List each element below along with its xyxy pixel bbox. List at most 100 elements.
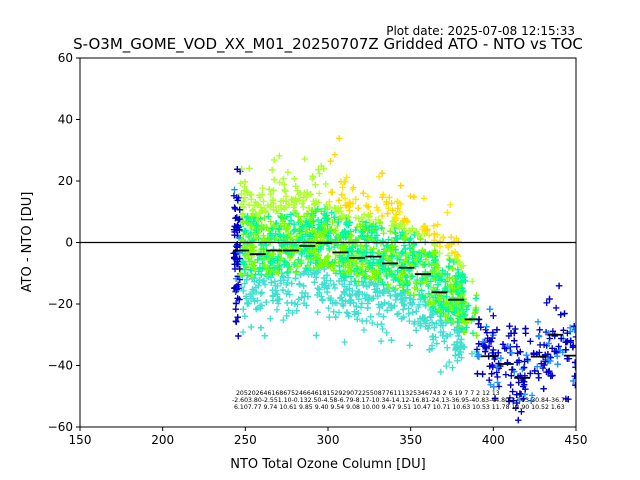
scatter-point	[458, 325, 466, 333]
scatter-point	[375, 310, 383, 318]
scatter-point	[267, 201, 275, 209]
scatter-point	[239, 259, 247, 266]
scatter-point	[491, 395, 499, 402]
scatter-point	[269, 195, 277, 203]
scatter-point	[287, 235, 294, 242]
scatter-point	[520, 364, 528, 371]
scatter-point	[385, 236, 392, 243]
scatter-point	[313, 233, 320, 240]
scatter-point	[409, 252, 416, 259]
scatter-point	[408, 301, 416, 308]
scatter-point	[387, 304, 395, 312]
scatter-point	[345, 313, 352, 320]
scatter-point	[380, 251, 387, 259]
y-tick-label: 0	[65, 236, 73, 250]
scatter-point	[408, 273, 416, 280]
scatter-point	[431, 269, 439, 277]
x-tick-label: 250	[234, 433, 257, 447]
scatter-point	[564, 329, 571, 337]
scatter-point	[238, 284, 245, 291]
scatter-point	[513, 343, 521, 350]
scatter-point	[365, 296, 372, 304]
y-tick-label: −40	[48, 359, 73, 373]
scatter-point	[240, 198, 247, 205]
scatter-point	[293, 198, 300, 205]
scatter-point	[510, 330, 518, 337]
scatter-point	[346, 199, 353, 206]
scatter-point	[300, 213, 308, 220]
scatter-point	[560, 327, 567, 334]
scatter-point	[528, 397, 535, 404]
scatter-point	[510, 397, 517, 404]
scatter-point	[459, 277, 466, 285]
scatter-point	[302, 226, 309, 233]
scatter-point	[306, 223, 313, 230]
scatter-point	[315, 166, 322, 173]
scatter-point	[389, 207, 396, 214]
scatter-point	[442, 333, 450, 340]
scatter-point	[449, 364, 456, 371]
scatter-point	[327, 296, 334, 304]
scatter-point	[282, 187, 289, 195]
scatter-point	[311, 200, 318, 207]
scatter-point	[426, 296, 434, 304]
scatter-point	[276, 179, 283, 186]
scatter-point	[338, 280, 346, 288]
scatter-point	[291, 207, 299, 214]
scatter-point	[363, 291, 371, 299]
scatter-point	[539, 364, 547, 372]
scatter-point	[331, 299, 339, 306]
scatter-point	[291, 175, 298, 183]
scatter-point	[450, 318, 457, 325]
scatter-point	[304, 293, 312, 300]
scatter-point	[245, 201, 253, 209]
scatter-point	[384, 210, 391, 217]
scatter-point	[402, 230, 410, 238]
scatter-point	[331, 213, 338, 221]
scatter-point	[391, 286, 399, 294]
scatter-point	[471, 309, 478, 317]
scatter-point	[232, 300, 240, 307]
scatter-point	[299, 223, 306, 230]
scatter-point	[446, 256, 454, 264]
scatter-point	[359, 232, 366, 239]
scatter-point	[361, 295, 369, 302]
scatter-point	[415, 232, 423, 239]
scatter-point	[436, 243, 444, 250]
scatter-point	[269, 287, 276, 294]
scatter-point	[268, 259, 276, 266]
scatter-point	[437, 328, 444, 336]
scatter-point	[278, 214, 285, 221]
scatter-point	[285, 307, 292, 314]
scatter-point	[311, 279, 318, 286]
scatter-point	[461, 329, 468, 336]
scatter-point	[358, 214, 366, 222]
scatter-point	[561, 310, 568, 317]
scatter-point	[451, 238, 458, 245]
scatter-point	[240, 218, 247, 226]
scatter-point	[341, 290, 348, 298]
scatter-point	[314, 206, 322, 213]
y-tick-label: 60	[58, 51, 73, 65]
scatter-point	[300, 197, 307, 205]
scatter-point	[232, 214, 239, 222]
bin-statistics: 2052026461686752466461815292907225508776…	[232, 390, 569, 411]
scatter-point	[295, 256, 302, 264]
scatter-point	[320, 234, 328, 241]
scatter-point	[270, 176, 278, 183]
scatter-point	[480, 342, 487, 350]
scatter-point	[291, 300, 299, 307]
scatter-point	[364, 193, 372, 200]
scatter-point	[322, 201, 330, 209]
scatter-point	[490, 383, 497, 390]
x-tick-label: 150	[69, 433, 92, 447]
scatter-point	[330, 267, 338, 274]
scatter-point	[269, 297, 277, 304]
scatter-point	[380, 230, 387, 237]
binned-median-series	[233, 241, 576, 379]
scatter-point	[307, 190, 315, 198]
scatter-point	[342, 273, 349, 280]
scatter-point	[377, 338, 385, 345]
scatter-point	[431, 324, 438, 331]
scatter-point	[399, 284, 406, 291]
